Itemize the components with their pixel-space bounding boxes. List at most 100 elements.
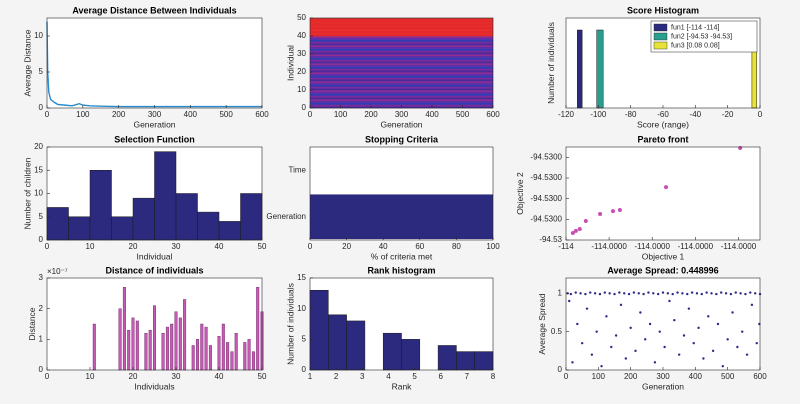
x-tick-label: 600 <box>255 110 269 119</box>
heatmap-row <box>310 54 493 57</box>
heatmap-row <box>310 23 493 26</box>
point <box>583 218 588 223</box>
x-tick-label: 10 <box>86 372 95 381</box>
x-tick-label: 300 <box>148 110 162 119</box>
heatmap-row <box>310 50 493 53</box>
point <box>707 315 710 318</box>
y-tick-label: 5 <box>302 334 307 343</box>
point <box>610 209 615 214</box>
x-tick-label: 400 <box>425 110 439 119</box>
bar <box>243 342 247 371</box>
title: Score Histogram <box>627 5 699 15</box>
point <box>642 292 645 296</box>
heatmap-row <box>310 19 493 22</box>
point <box>695 292 699 295</box>
y-tick-label: 10 <box>297 304 306 313</box>
y-axis-label: Number of individuals <box>285 283 295 365</box>
point <box>608 292 611 295</box>
bar <box>310 194 493 240</box>
y-tick-label: 10 <box>34 189 43 198</box>
subplot: 1 2 3 4 5 6 7 8 0 5 10 15 Rank histogram Rank Number o… <box>285 265 495 391</box>
point <box>736 345 739 349</box>
x-tick-label: 6 <box>438 372 443 381</box>
point <box>702 357 705 360</box>
point <box>687 307 691 310</box>
point <box>600 364 603 368</box>
point <box>648 322 652 326</box>
x-axis-label: Generation <box>642 381 684 391</box>
legend-box <box>650 20 758 53</box>
y-tick-label: 5 <box>39 212 44 221</box>
bar <box>234 333 238 371</box>
axes-box <box>309 146 494 241</box>
legend-label: fun1 [-114 -114] <box>671 24 719 31</box>
point <box>598 211 603 216</box>
x-tick-label: -114.0000 <box>591 242 627 251</box>
x-tick-label: 80 <box>452 242 461 251</box>
point <box>624 357 628 360</box>
histogram-bar <box>218 221 241 241</box>
bar <box>178 317 182 371</box>
heatmap-row <box>310 39 493 42</box>
heatmap-row <box>310 75 493 78</box>
x-tick-label: 0 <box>45 372 50 381</box>
point <box>682 334 686 337</box>
bar <box>204 326 208 371</box>
y-tick-label: 1 <box>558 288 563 297</box>
bar <box>165 326 169 371</box>
histogram-bar <box>474 351 494 371</box>
subplot: 0 10 20 30 40 50 0 1 2 3×10⁻⁷ Distance of individu… <box>27 265 267 391</box>
point <box>673 318 676 322</box>
point <box>663 345 666 349</box>
heatmap-row <box>310 21 493 24</box>
heatmap-row <box>310 91 493 94</box>
bar <box>221 323 225 371</box>
x-tick-label: 300 <box>395 110 409 119</box>
point <box>715 292 718 296</box>
y-tick-label: 30 <box>297 49 306 58</box>
x-tick-label: 40 <box>215 372 224 381</box>
subplot: -120 -100 -80 -60 -40 -20 0 Score Histogram Scor… <box>546 5 763 129</box>
point <box>661 291 665 294</box>
x-tick-label: 50 <box>258 372 267 381</box>
x-axis-label: Objective 1 <box>642 251 685 261</box>
histogram-bar <box>456 351 475 371</box>
y-exponent-label: ×10⁻⁷ <box>47 267 68 276</box>
y-tick-label: 2 <box>39 304 44 313</box>
heatmap-row <box>310 41 493 44</box>
y-tick-label: 20 <box>34 142 43 151</box>
x-tick-label: 1 <box>308 372 313 381</box>
x-tick-label: -40 <box>690 110 702 119</box>
x-axis-label: Generation <box>133 119 175 129</box>
point <box>619 303 623 307</box>
point <box>569 292 573 296</box>
point <box>585 307 589 310</box>
x-tick-label: 40 <box>379 242 388 251</box>
subplot: Generation Time 0 20 40 60 80 100 Stopping Crite… <box>266 134 500 261</box>
x-tick-label: 7 <box>465 372 470 381</box>
y-tick-label: -94.5300 <box>530 173 562 182</box>
point <box>755 341 758 345</box>
histogram-bar <box>175 193 198 241</box>
bar <box>148 329 152 371</box>
bar <box>256 287 260 371</box>
heatmap-row <box>310 73 493 76</box>
point <box>700 292 703 296</box>
x-axis-label: Rank <box>392 381 413 391</box>
x-tick-label: 30 <box>172 242 181 251</box>
histogram-bar <box>437 345 457 371</box>
x-tick-label: 400 <box>689 372 703 381</box>
x-axis-label: Individual <box>137 251 173 261</box>
point <box>637 292 640 295</box>
y-axis-label: Objective 2 <box>515 172 525 215</box>
histogram-bar <box>401 339 421 371</box>
histogram-bar <box>240 193 263 241</box>
heatmap-row <box>310 46 493 49</box>
y-axis-label: Average Distance <box>22 29 32 96</box>
point <box>726 338 729 341</box>
point <box>724 292 728 295</box>
y-tick-label: 5 <box>39 67 44 76</box>
point <box>720 291 723 294</box>
y-axis-label: Average Spread <box>537 293 547 355</box>
